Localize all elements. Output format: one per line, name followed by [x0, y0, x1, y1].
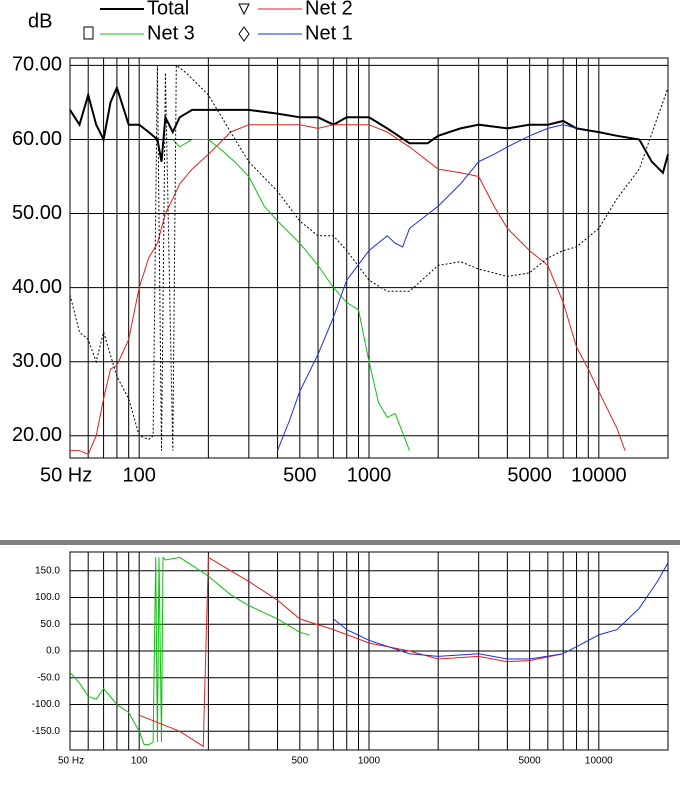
legend-label: Net 2 — [305, 0, 353, 19]
x-tick-label: 10000 — [585, 756, 613, 767]
legend-symbol — [238, 26, 250, 42]
y-tick-label: 70.00 — [12, 54, 62, 76]
y-tick-label: 0.0 — [46, 646, 60, 657]
x-tick-label: 1000 — [358, 756, 381, 767]
x-tick-label: 100 — [131, 756, 148, 767]
y-tick-label: -150.0 — [32, 726, 61, 737]
x-tick-label: 1000 — [347, 464, 392, 486]
y-tick-label: -50.0 — [37, 672, 60, 683]
legend-label: Total — [147, 0, 189, 19]
x-tick-label: 500 — [283, 464, 316, 486]
series-line — [277, 124, 577, 451]
x-tick-label: 50 Hz — [58, 756, 84, 767]
y-tick-label: 150.0 — [35, 565, 60, 576]
y-tick-label: 50.00 — [12, 202, 62, 224]
x-tick-label: 5000 — [519, 756, 542, 767]
y-tick-label: 40.00 — [12, 276, 62, 298]
y-tick-label: 100.0 — [35, 592, 60, 603]
y-tick-label: 50.0 — [41, 619, 61, 630]
y-tick-label: 20.00 — [12, 424, 62, 446]
y-tick-label: -100.0 — [32, 699, 61, 710]
y-axis-unit: dB — [28, 10, 52, 32]
x-tick-label: 50 Hz — [40, 464, 92, 486]
curve — [69, 556, 310, 746]
y-tick-label: 60.00 — [12, 128, 62, 150]
legend-label: Net 1 — [305, 22, 353, 44]
x-tick-label: 100 — [122, 464, 155, 486]
x-tick-label: 5000 — [507, 464, 552, 486]
series-line — [69, 84, 669, 175]
curve — [139, 556, 564, 748]
series-line — [70, 124, 626, 455]
pane-divider — [0, 540, 680, 545]
curve — [333, 562, 669, 660]
legend-symbol — [83, 26, 94, 40]
x-tick-label: 10000 — [571, 464, 627, 486]
legend-label: Net 3 — [147, 22, 195, 44]
y-tick-label: 30.00 — [12, 350, 62, 372]
x-tick-label: 500 — [291, 756, 308, 767]
series-line — [172, 139, 410, 451]
legend-symbol — [238, 3, 250, 16]
